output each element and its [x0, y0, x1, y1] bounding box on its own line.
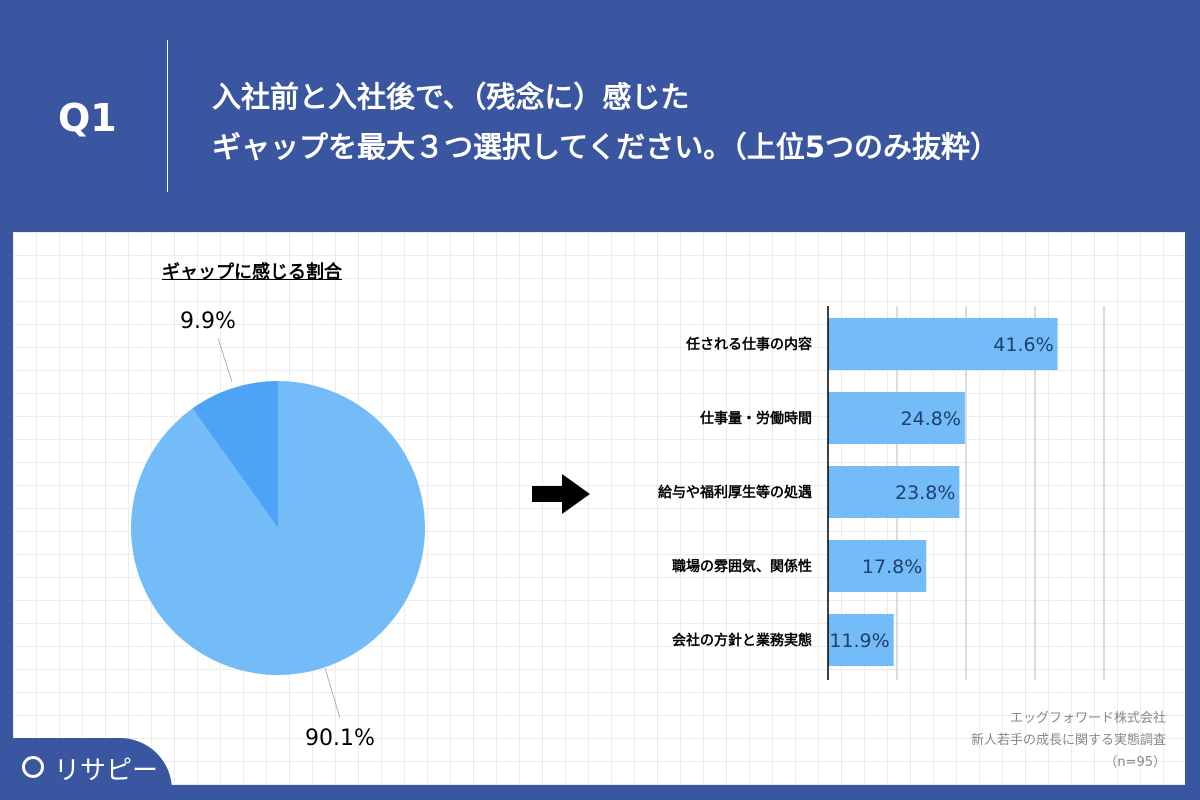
- pie-title: ギャップに感じる割合: [162, 262, 342, 283]
- logo-pin-icon: [22, 756, 44, 778]
- source-line: 新人若手の成長に関する実態調査: [970, 733, 1166, 748]
- question-number: Q1: [58, 96, 117, 140]
- divider: [167, 40, 168, 192]
- logo: リサピー: [0, 738, 172, 800]
- pie-label-small: 9.9%: [180, 309, 236, 334]
- pie-label-main: 90.1%: [305, 726, 375, 751]
- source-note: エッグフォワード株式会社新人若手の成長に関する実態調査 （n=95）: [971, 708, 1166, 774]
- source-line: エッグフォワード株式会社: [1009, 711, 1166, 726]
- source-line: （n=95）: [1104, 755, 1166, 770]
- title-line: 入社前と入社後で、（残念に）感じた: [212, 80, 690, 114]
- title-line: ギャップを最大３つ選択してください。（上位5つのみ抜粋）: [212, 130, 999, 164]
- logo-text: リサピー: [54, 756, 159, 786]
- page-title: 入社前と入社後で、（残念に）感じたギャップを最大３つ選択してください。（上位5つ…: [212, 72, 999, 172]
